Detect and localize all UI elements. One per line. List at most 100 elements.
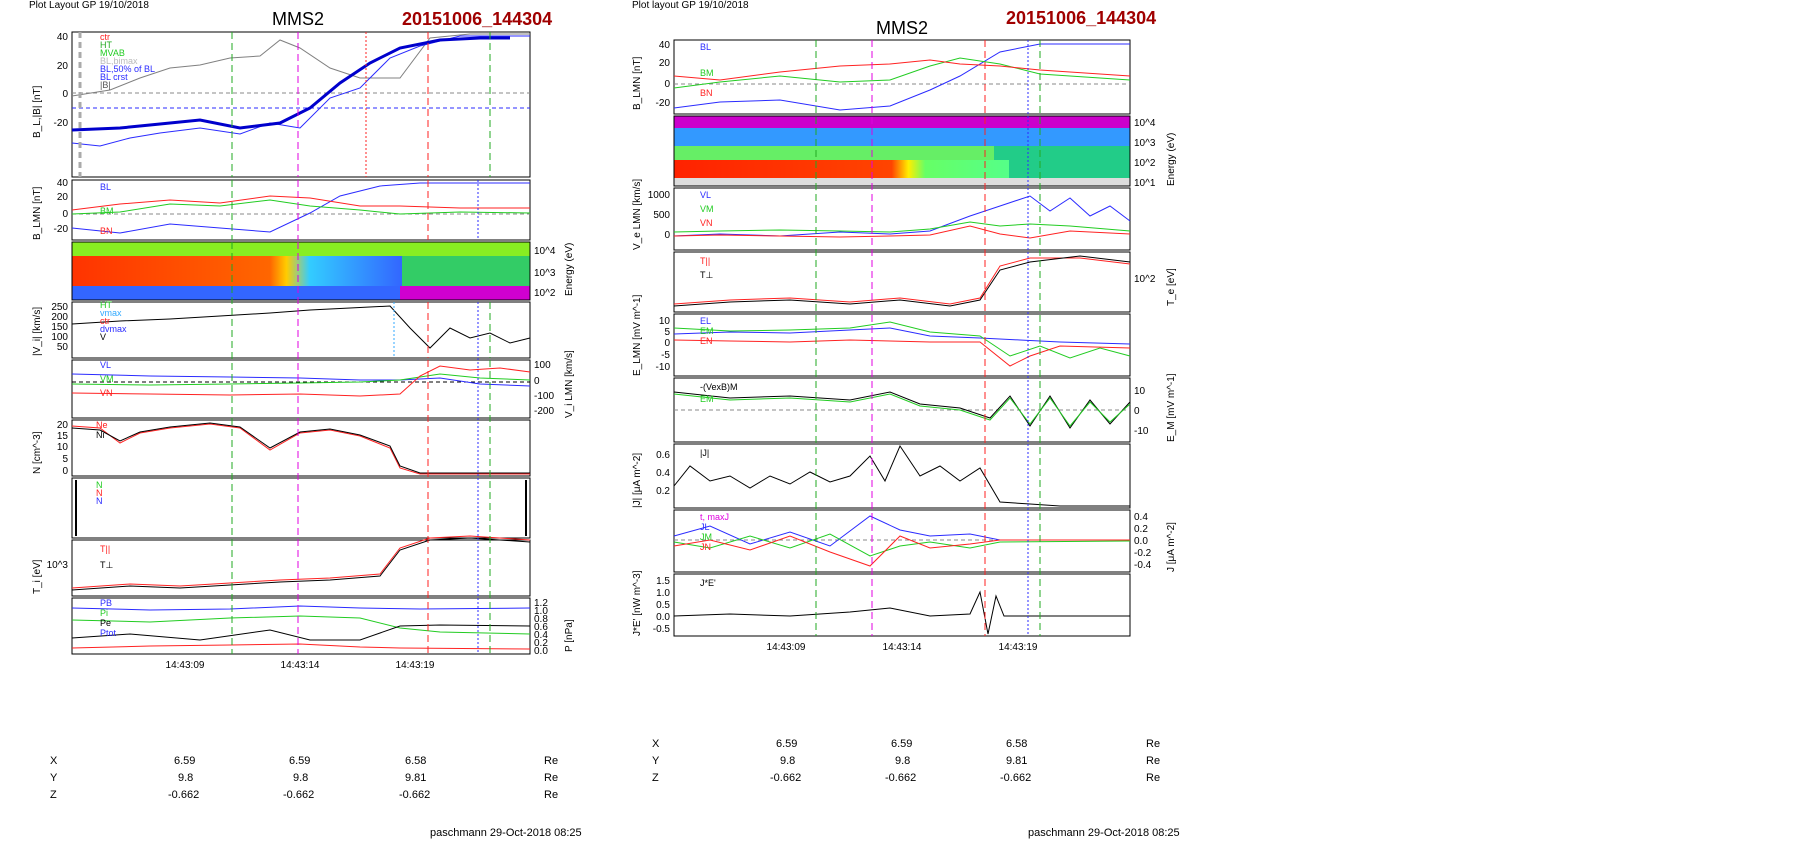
ephem-value: 6.59	[174, 755, 196, 767]
right-q5-ylabel: E_LMN [mV m^-1]	[632, 294, 643, 376]
left-figure: 40 20 0 -20 40 20 0 -20 250 200 150 100 …	[32, 31, 575, 671]
left-p1-legend: BL,bimax	[100, 56, 138, 66]
left-p5-legend: VN	[100, 388, 113, 398]
right-q4-legend: T⊥	[700, 270, 713, 280]
left-title: MMS2	[272, 9, 325, 29]
left-p5-legend: VM	[100, 374, 114, 384]
right-JL-line	[673, 515, 1130, 547]
right-VeL-line	[673, 195, 1131, 237]
right-time-tick: 14:43:14	[883, 642, 922, 653]
right-q7-ytick: 0.2	[656, 486, 670, 497]
left-time-tick: 14:43:09	[166, 660, 205, 671]
left-p2-ylabel: B_LMN [nT]	[32, 186, 43, 240]
left-event-markers	[231, 242, 491, 654]
right-q8-ytick: -0.2	[1134, 548, 1152, 559]
right-time-tick: 14:43:19	[999, 642, 1038, 653]
left-footer: paschmann 29-Oct-2018 08:25	[430, 827, 582, 839]
left-p7-legend: N	[96, 480, 103, 490]
left-Vi-mag-line	[71, 305, 531, 349]
left-p6-legend: Ni	[96, 430, 105, 440]
left-p4-ytick: 150	[51, 322, 68, 333]
left-p8-legend: T⊥	[100, 560, 113, 570]
right-q5-ytick: 5	[664, 327, 670, 338]
left-p6-ylabel: N [cm^-3]	[32, 431, 43, 474]
left-p7-legend: N	[96, 496, 103, 506]
left-p3-ytick: 10^4	[534, 246, 556, 257]
right-q3-legend: VN	[700, 218, 713, 228]
left-p1-legend: BL crst	[100, 72, 128, 82]
left-Ne-line	[71, 423, 530, 475]
left-Pi-line	[71, 615, 531, 635]
right-Tperp-line	[673, 255, 1131, 307]
left-panel-5	[71, 359, 531, 419]
right-q4-legend: T||	[700, 256, 710, 266]
left-p1-legend: MVAB	[100, 48, 125, 58]
left-p6-ytick: 5	[62, 454, 68, 465]
left-p4-ylabel: |V_i| [km/s]	[32, 307, 43, 356]
left-panel-6	[71, 419, 531, 477]
ephem-value: -0.662	[168, 789, 200, 801]
ephem-value: 9.81	[405, 772, 427, 784]
right-q6-ytick: -10	[1134, 426, 1149, 437]
ephem-row-label: X	[50, 755, 58, 767]
ephem-unit: Re	[1146, 755, 1161, 767]
ephem-unit: Re	[544, 789, 559, 801]
left-p2-legend: BL	[100, 182, 111, 192]
left-p9-ytick: 1.0	[534, 606, 548, 617]
left-p6-ytick: 15	[57, 431, 69, 442]
left-p6-legend: Ne	[96, 420, 108, 430]
right-q3-legend: VL	[700, 190, 711, 200]
ephem-value: -0.662	[399, 789, 431, 801]
left-header: Plot Layout GP 19/10/2018	[29, 0, 149, 11]
ephem-row-label: X	[652, 738, 660, 750]
ephem-value: 6.58	[1006, 738, 1028, 750]
right-q5-ytick: -10	[656, 362, 671, 373]
right-BN-line	[673, 59, 1131, 81]
left-B-total-line	[71, 33, 530, 97]
left-p1-legend: BL,50% of BL	[100, 64, 155, 74]
left-time-tick: 14:43:14	[281, 660, 320, 671]
left-p3-ytick: 10^2	[534, 288, 556, 299]
left-time-tick: 14:43:19	[396, 660, 435, 671]
left-p9-legend: Ptot	[100, 628, 117, 638]
ephem-row-label: Z	[50, 789, 57, 801]
left-p4-legend: vmax	[100, 308, 122, 318]
right-q7-legend: |J|	[700, 448, 709, 458]
ephem-value: 9.8	[293, 772, 309, 784]
right-q8-ytick: 0.2	[1134, 524, 1148, 535]
left-p1-ytick: 40	[57, 32, 69, 43]
right-q8-legend: JL	[700, 522, 710, 532]
right-q1-legend: BN	[700, 88, 713, 98]
right-q5-legend: EL	[700, 316, 711, 326]
ephem-value: 9.8	[780, 755, 796, 767]
left-p4-legend: ctr	[100, 316, 110, 326]
right-VeM-line	[673, 221, 1131, 233]
left-p4-legend: dvmax	[100, 324, 127, 334]
left-p4-ytick: 100	[51, 332, 68, 343]
ephem-unit: Re	[544, 772, 559, 784]
right-q9-ytick: 1.5	[656, 576, 670, 587]
right-q5-legend: EM	[700, 326, 714, 336]
left-p1-legend: |B|	[100, 80, 111, 90]
left-panel-9	[71, 597, 531, 655]
left-p2-legend: BN	[100, 226, 113, 236]
right-footer: paschmann 29-Oct-2018 08:25	[1028, 827, 1180, 839]
left-PB-line	[71, 605, 531, 611]
right-q7-ytick: 0.6	[656, 450, 670, 461]
left-p5-ytick: -100	[534, 391, 554, 402]
left-p1-ytick: 20	[57, 61, 69, 72]
right-q8-ylabel: J [μA m^-2]	[1166, 522, 1177, 572]
left-p2-ytick: 40	[57, 178, 69, 189]
left-BL-line	[71, 35, 530, 147]
right-q9-ytick: 0.0	[656, 612, 670, 623]
right-header: Plot layout GP 19/10/2018	[632, 0, 749, 11]
right-JM-line	[673, 533, 1131, 557]
left-p1-legend: ctr	[100, 32, 110, 42]
left-p1-legend: HT	[100, 40, 112, 50]
left-p1-ytick: 0	[62, 89, 68, 100]
right-q5-ytick: 10	[659, 316, 671, 327]
right-BL-line	[673, 43, 1130, 111]
right-q3-ytick: 1000	[648, 190, 671, 201]
right-q8-legend: JM	[700, 532, 712, 542]
left-p9-ytick: 0.4	[534, 630, 548, 641]
